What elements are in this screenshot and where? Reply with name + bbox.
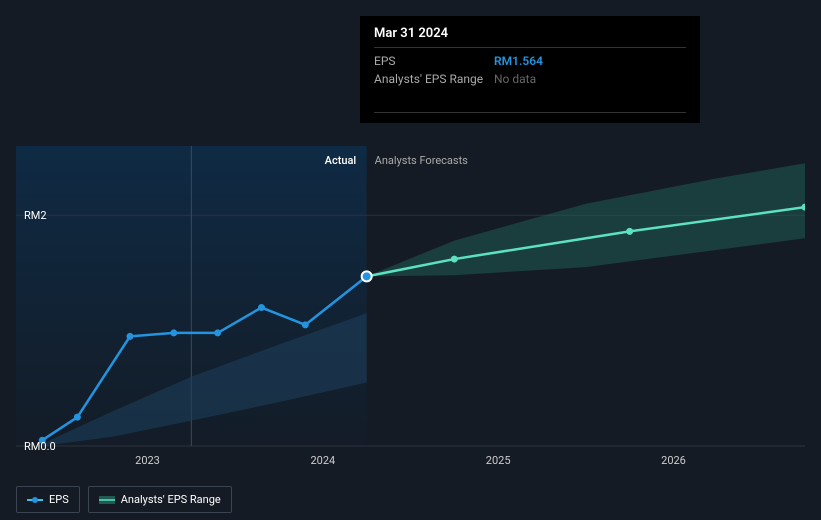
x-axis-tick-label: 2026 — [661, 454, 686, 467]
line-swatch-icon — [27, 495, 43, 505]
eps-actual-marker — [362, 271, 372, 281]
y-axis-tick-label: RM0.0 — [24, 440, 56, 453]
legend-item-label: Analysts' EPS Range — [121, 493, 221, 506]
tooltip-date: Mar 31 2024 — [374, 26, 686, 48]
tooltip-divider — [374, 112, 686, 113]
tooltip-row-label: Analysts' EPS Range — [374, 72, 494, 86]
eps-actual-marker — [214, 329, 221, 336]
tooltip-row: Analysts' EPS RangeNo data — [374, 70, 686, 88]
chart-tooltip: Mar 31 2024 EPSRM1.564Analysts' EPS Rang… — [360, 16, 700, 123]
tooltip-row-value: RM1.564 — [494, 54, 543, 68]
y-axis-tick-label: RM2 — [24, 209, 47, 222]
eps-actual-marker — [170, 329, 177, 336]
forecasts-label: Analysts Forecasts — [375, 154, 468, 167]
tooltip-row-label: EPS — [374, 54, 494, 68]
range-swatch-icon — [99, 495, 115, 505]
eps-actual-marker — [258, 304, 265, 311]
actual-label: Actual — [325, 154, 357, 167]
chart-legend: EPS Analysts' EPS Range — [16, 486, 805, 513]
tooltip-row: EPSRM1.564 — [374, 52, 686, 70]
x-axis-tick-label: 2024 — [310, 454, 335, 467]
x-axis-tick-label: 2023 — [135, 454, 160, 467]
legend-item[interactable]: EPS — [16, 486, 80, 513]
legend-item[interactable]: Analysts' EPS Range — [88, 486, 232, 513]
range-forecast-area — [367, 163, 805, 276]
eps-actual-marker — [74, 414, 81, 421]
x-axis-tick-label: 2025 — [486, 454, 511, 467]
eps-actual-marker — [302, 321, 309, 328]
legend-item-label: EPS — [49, 493, 69, 506]
eps-forecast-marker — [626, 228, 633, 235]
eps-actual-marker — [126, 333, 133, 340]
eps-forecast-marker — [451, 256, 458, 263]
tooltip-row-value: No data — [494, 72, 536, 86]
